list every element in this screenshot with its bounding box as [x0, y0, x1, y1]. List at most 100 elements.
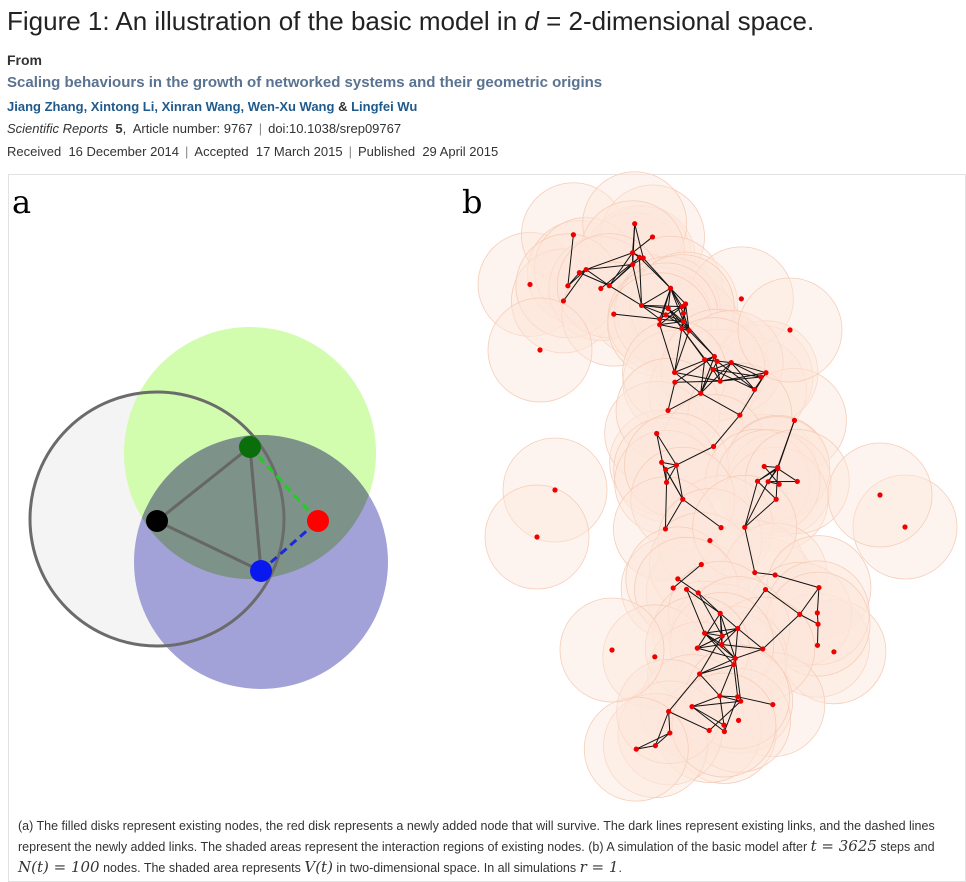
authors: Jiang Zhang, Xintong Li, Xinran Wang, We…	[7, 99, 417, 114]
link	[816, 587, 820, 613]
link	[674, 328, 683, 373]
link	[665, 469, 684, 500]
link	[735, 648, 763, 659]
link	[691, 695, 721, 708]
author-link[interactable]: Xintong Li	[90, 99, 155, 114]
node	[675, 576, 681, 582]
link	[632, 236, 653, 254]
link	[674, 372, 702, 394]
link	[691, 700, 741, 708]
link	[816, 624, 819, 646]
author-link[interactable]: Lingfei Wu	[351, 99, 418, 114]
link	[608, 264, 634, 287]
node	[583, 266, 589, 273]
link	[670, 287, 683, 307]
link	[691, 706, 725, 726]
link	[777, 468, 798, 482]
title-text: Figure 1: An illustration of the basic m…	[7, 6, 525, 36]
author-link[interactable]: Xinran Wang	[161, 99, 241, 114]
link	[668, 673, 701, 712]
link	[641, 304, 683, 308]
node	[775, 465, 781, 472]
author-link[interactable]: Jiang Zhang	[7, 99, 84, 114]
link	[655, 732, 671, 746]
link	[699, 657, 736, 675]
node	[707, 537, 713, 544]
node	[760, 646, 766, 652]
link	[670, 288, 684, 322]
link	[670, 287, 686, 305]
link	[734, 628, 739, 659]
link	[691, 706, 725, 732]
link	[720, 372, 767, 382]
node	[665, 305, 671, 312]
node	[629, 250, 636, 256]
accepted-label: Accepted	[194, 144, 249, 159]
link	[719, 695, 725, 726]
link	[719, 362, 732, 382]
link	[737, 696, 773, 706]
link	[699, 673, 721, 697]
math: t = 3625	[810, 837, 877, 855]
link	[674, 371, 721, 382]
link	[585, 252, 633, 271]
node	[680, 310, 687, 316]
node	[698, 561, 704, 568]
link	[730, 362, 755, 390]
author-link[interactable]: Wen-Xu Wang	[247, 99, 335, 114]
node	[671, 369, 678, 376]
link	[712, 369, 755, 390]
link	[248, 446, 263, 572]
link	[685, 303, 690, 331]
node	[717, 693, 723, 699]
node	[654, 430, 660, 437]
link	[664, 482, 668, 529]
node	[694, 645, 700, 651]
node	[611, 311, 617, 317]
article-link[interactable]: Scaling behaviours in the growth of netw…	[7, 74, 603, 91]
link	[719, 695, 738, 698]
node	[657, 322, 663, 328]
node	[735, 694, 741, 700]
figure-title: Figure 1: An illustration of the basic m…	[7, 6, 814, 37]
node	[719, 641, 725, 648]
link	[719, 695, 741, 702]
link	[744, 481, 769, 528]
node	[609, 647, 615, 653]
link	[665, 314, 690, 332]
link	[700, 369, 714, 394]
link	[712, 362, 732, 371]
link	[697, 647, 736, 659]
link	[757, 480, 777, 500]
node-blue	[250, 560, 272, 582]
figure-caption: (a) The filled disks represent existing …	[18, 816, 953, 878]
link	[567, 234, 574, 286]
link	[667, 308, 690, 331]
link	[665, 498, 684, 530]
link	[762, 614, 801, 650]
node-black	[146, 510, 168, 532]
journal-info: Scientific Reports 5, Article number: 97…	[7, 121, 402, 136]
link	[721, 644, 736, 659]
amp: &	[334, 99, 352, 114]
panel-b	[477, 171, 958, 802]
node	[680, 496, 686, 502]
node	[714, 358, 720, 364]
article-number: Article number: 9767	[132, 121, 253, 136]
caption-text: in two-dimensional space. In all simulat…	[332, 861, 580, 875]
link	[697, 592, 721, 614]
link	[739, 372, 767, 416]
link	[682, 498, 722, 529]
link	[731, 362, 767, 374]
node	[773, 496, 779, 502]
link	[697, 643, 722, 649]
link	[719, 613, 736, 659]
link	[156, 445, 251, 523]
node	[537, 347, 543, 353]
link	[659, 306, 683, 326]
link	[704, 632, 723, 637]
node	[534, 534, 540, 540]
node	[776, 481, 782, 487]
node	[765, 479, 771, 485]
